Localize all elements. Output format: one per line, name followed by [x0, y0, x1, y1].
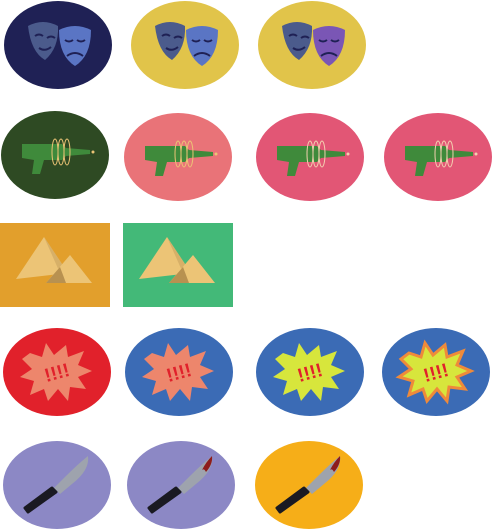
theater-masks-icon[interactable]	[3, 0, 113, 90]
ray-gun-icon[interactable]	[123, 112, 233, 202]
exclamation-burst-icon[interactable]: !!!!	[255, 327, 365, 417]
knife-icon[interactable]	[254, 440, 364, 531]
ray-gun-icon[interactable]	[383, 112, 493, 202]
ray-gun-icon[interactable]	[0, 110, 110, 200]
exclamation-burst-icon[interactable]: !!!!	[124, 327, 234, 417]
pyramids-icon[interactable]	[123, 223, 233, 307]
knife-icon[interactable]	[2, 440, 112, 531]
icon-background	[131, 1, 239, 89]
theater-masks-icon[interactable]	[130, 0, 240, 90]
pyramids-icon[interactable]	[0, 223, 110, 307]
icon-background	[4, 1, 112, 89]
icon-background	[258, 1, 366, 89]
exclamation-burst-icon[interactable]: !!!!	[2, 327, 112, 417]
theater-masks-icon[interactable]	[257, 0, 367, 90]
knife-icon[interactable]	[126, 440, 236, 531]
back-mask	[28, 22, 59, 60]
exclamation-burst-icon[interactable]: !!!!	[381, 327, 491, 417]
ray-gun-icon[interactable]	[255, 112, 365, 202]
front-mask	[59, 26, 91, 66]
